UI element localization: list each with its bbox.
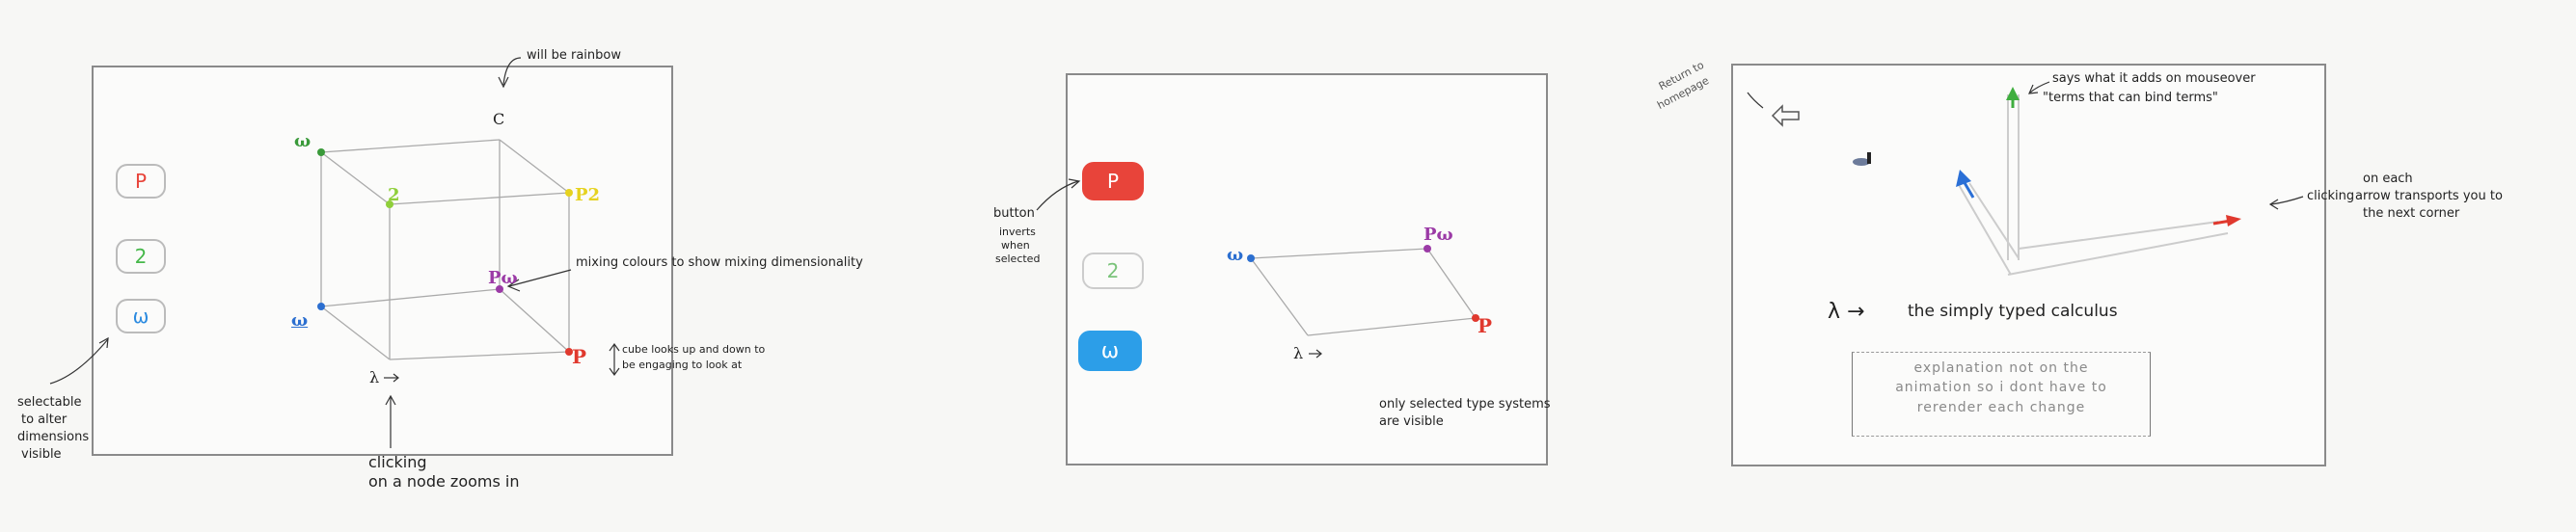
node2-omega[interactable]: [1247, 254, 1255, 262]
cursor-icon: [1853, 152, 1871, 166]
panel-node-detail: [1731, 64, 2326, 466]
toggle-p-button-selected[interactable]: P: [1082, 162, 1144, 200]
note-clicking-2: on a node zooms in: [368, 472, 520, 491]
toggle-omega-button-selected[interactable]: ω: [1078, 331, 1142, 371]
note-clicking-3-3: arrow transports you to: [2355, 189, 2503, 203]
label2-omega: ω: [1227, 245, 1244, 265]
label-pomega: Pω: [488, 268, 518, 288]
note-says-1: says what it adds on mouseover: [2052, 71, 2256, 86]
toggle-omega-label: ω: [132, 305, 149, 328]
note-selectable-2: to alter: [21, 412, 68, 427]
label2-p: P: [1478, 314, 1493, 337]
label-p2: P2: [575, 185, 601, 205]
label-top-c: C: [493, 110, 505, 128]
explanation-line-2: animation so i dont have to: [1895, 380, 2107, 396]
note-selectable-3: dimensions: [17, 430, 90, 444]
node-top-omega[interactable]: [317, 148, 325, 156]
note-button-3: when: [1001, 239, 1030, 252]
note-says-2: "terms that can bind terms": [2043, 91, 2218, 105]
note-clicking-3-1: clicking: [2307, 189, 2355, 203]
toggle-p-button[interactable]: P: [116, 164, 166, 199]
toggle-omega-label-selected: ω: [1100, 338, 1120, 363]
label-omega: ω: [291, 310, 309, 331]
panel-selected-systems: [1066, 73, 1548, 466]
note-visible-2: are visible: [1379, 414, 1444, 429]
node-omega[interactable]: [317, 303, 325, 310]
note-mixing: mixing colours to show mixing dimensiona…: [576, 255, 863, 270]
toggle-2-label-unselected: 2: [1106, 259, 1120, 282]
calculus-title: the simply typed calculus: [1908, 302, 2118, 321]
arrow-right-button[interactable]: [2212, 215, 2241, 226]
note-selectable-1: selectable: [17, 395, 82, 410]
node-mid-2[interactable]: [386, 200, 393, 208]
note-visible-1: only selected type systems: [1379, 397, 1551, 412]
note-clicking-3-4: the next corner: [2363, 206, 2460, 221]
note-button-2: inverts: [999, 226, 1036, 238]
toggle-p-label: P: [134, 170, 148, 193]
node-pomega[interactable]: [496, 285, 503, 293]
node-p2[interactable]: [565, 189, 573, 197]
toggle-2-label: 2: [134, 245, 148, 268]
note-button-1: button: [993, 206, 1035, 221]
toggle-p-label-selected: P: [1106, 170, 1120, 193]
node2-pomega[interactable]: [1424, 245, 1431, 253]
arrow-diagonal-button[interactable]: [1956, 170, 1975, 199]
note-button-4: selected: [995, 253, 1041, 265]
explanation-box: explanation not on the animation so i do…: [1852, 352, 2151, 437]
toggle-2-button-unselected[interactable]: 2: [1082, 253, 1144, 289]
label2-pomega: Pω: [1424, 225, 1453, 245]
note-clicking-1: clicking: [368, 453, 427, 471]
label-p: P: [572, 345, 587, 368]
label-top-omega: ω: [294, 131, 312, 151]
toggle-omega-button[interactable]: ω: [116, 299, 166, 333]
note-cube-line1: cube looks up and down to: [622, 343, 766, 356]
label-mid-2: 2: [388, 185, 400, 205]
label-lambda: λ: [369, 368, 380, 386]
explanation-line-3: rerender each change: [1916, 399, 2086, 415]
explanation-line-1: explanation not on the: [1913, 360, 2089, 376]
arrow-up-button[interactable]: [2006, 87, 2020, 108]
note-cube-line2: be engaging to look at: [622, 359, 743, 371]
note-selectable-4: visible: [21, 447, 62, 462]
lambda-heading: λ →: [1828, 300, 1865, 324]
toggle-2-button[interactable]: 2: [116, 239, 166, 274]
panel-cube-overview: [92, 66, 673, 456]
back-arrow-icon[interactable]: [1771, 104, 1800, 127]
note-clicking-3-2: on each: [2363, 172, 2413, 186]
label2-lambda: λ: [1293, 344, 1304, 362]
node2-p[interactable]: [1472, 314, 1479, 322]
node-p[interactable]: [565, 348, 573, 356]
note-rainbow: will be rainbow: [527, 48, 621, 63]
